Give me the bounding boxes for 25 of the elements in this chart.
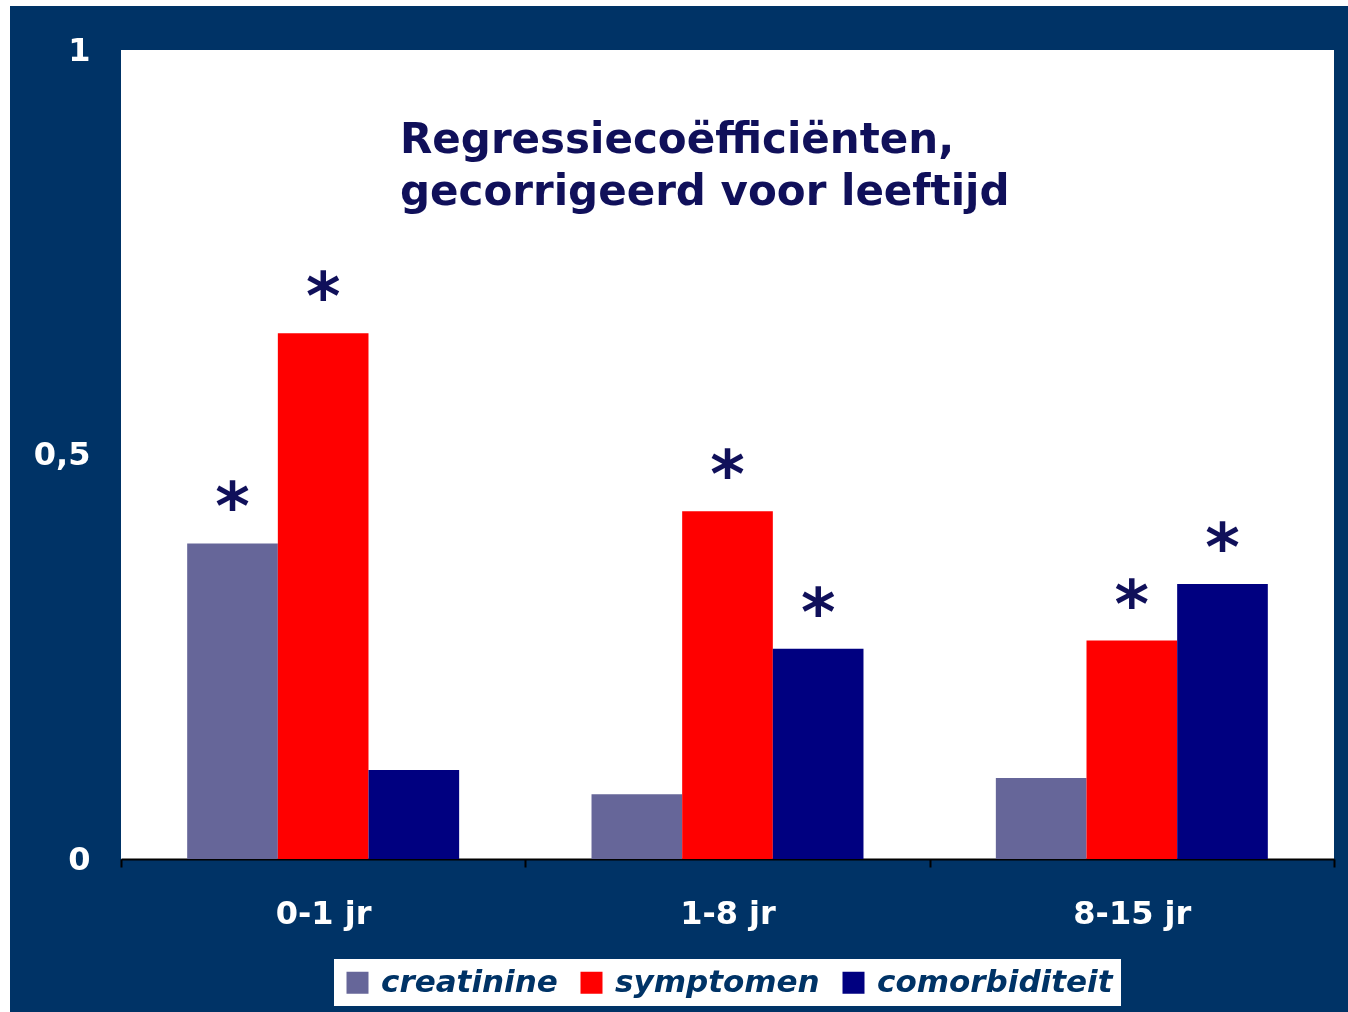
- data-label: *: [305, 258, 341, 336]
- legend-label: symptomen: [615, 962, 820, 999]
- legend-label: creatinine: [381, 962, 558, 999]
- text: Regressiecoëfficiënten, gecorrigeerd voor leeftijd: [400, 114, 1010, 215]
- data-label: *: [710, 436, 745, 514]
- x-tick-label: 8-15 jr: [1073, 893, 1192, 932]
- bar: [368, 770, 460, 859]
- bar: [995, 778, 1087, 859]
- bar: [591, 794, 683, 859]
- y-tick-label: 0: [68, 839, 91, 878]
- x-tick-label: 1-8 jr: [680, 893, 777, 932]
- data-label: *: [1114, 565, 1150, 643]
- bar: [772, 648, 864, 859]
- bar: [1086, 640, 1178, 859]
- data-label: *: [800, 573, 836, 651]
- data-label: *: [215, 468, 250, 546]
- y-tick-label: 0,5: [33, 435, 91, 473]
- bar: [277, 333, 369, 859]
- bar: [1177, 583, 1268, 859]
- x-tick-label: 0-1 jr: [275, 893, 372, 932]
- bar: [187, 543, 278, 859]
- data-label: *: [1205, 508, 1240, 586]
- y-tick-label: 1: [68, 30, 91, 69]
- legend-label: comorbiditeit: [877, 962, 1114, 999]
- bar: [682, 511, 773, 859]
